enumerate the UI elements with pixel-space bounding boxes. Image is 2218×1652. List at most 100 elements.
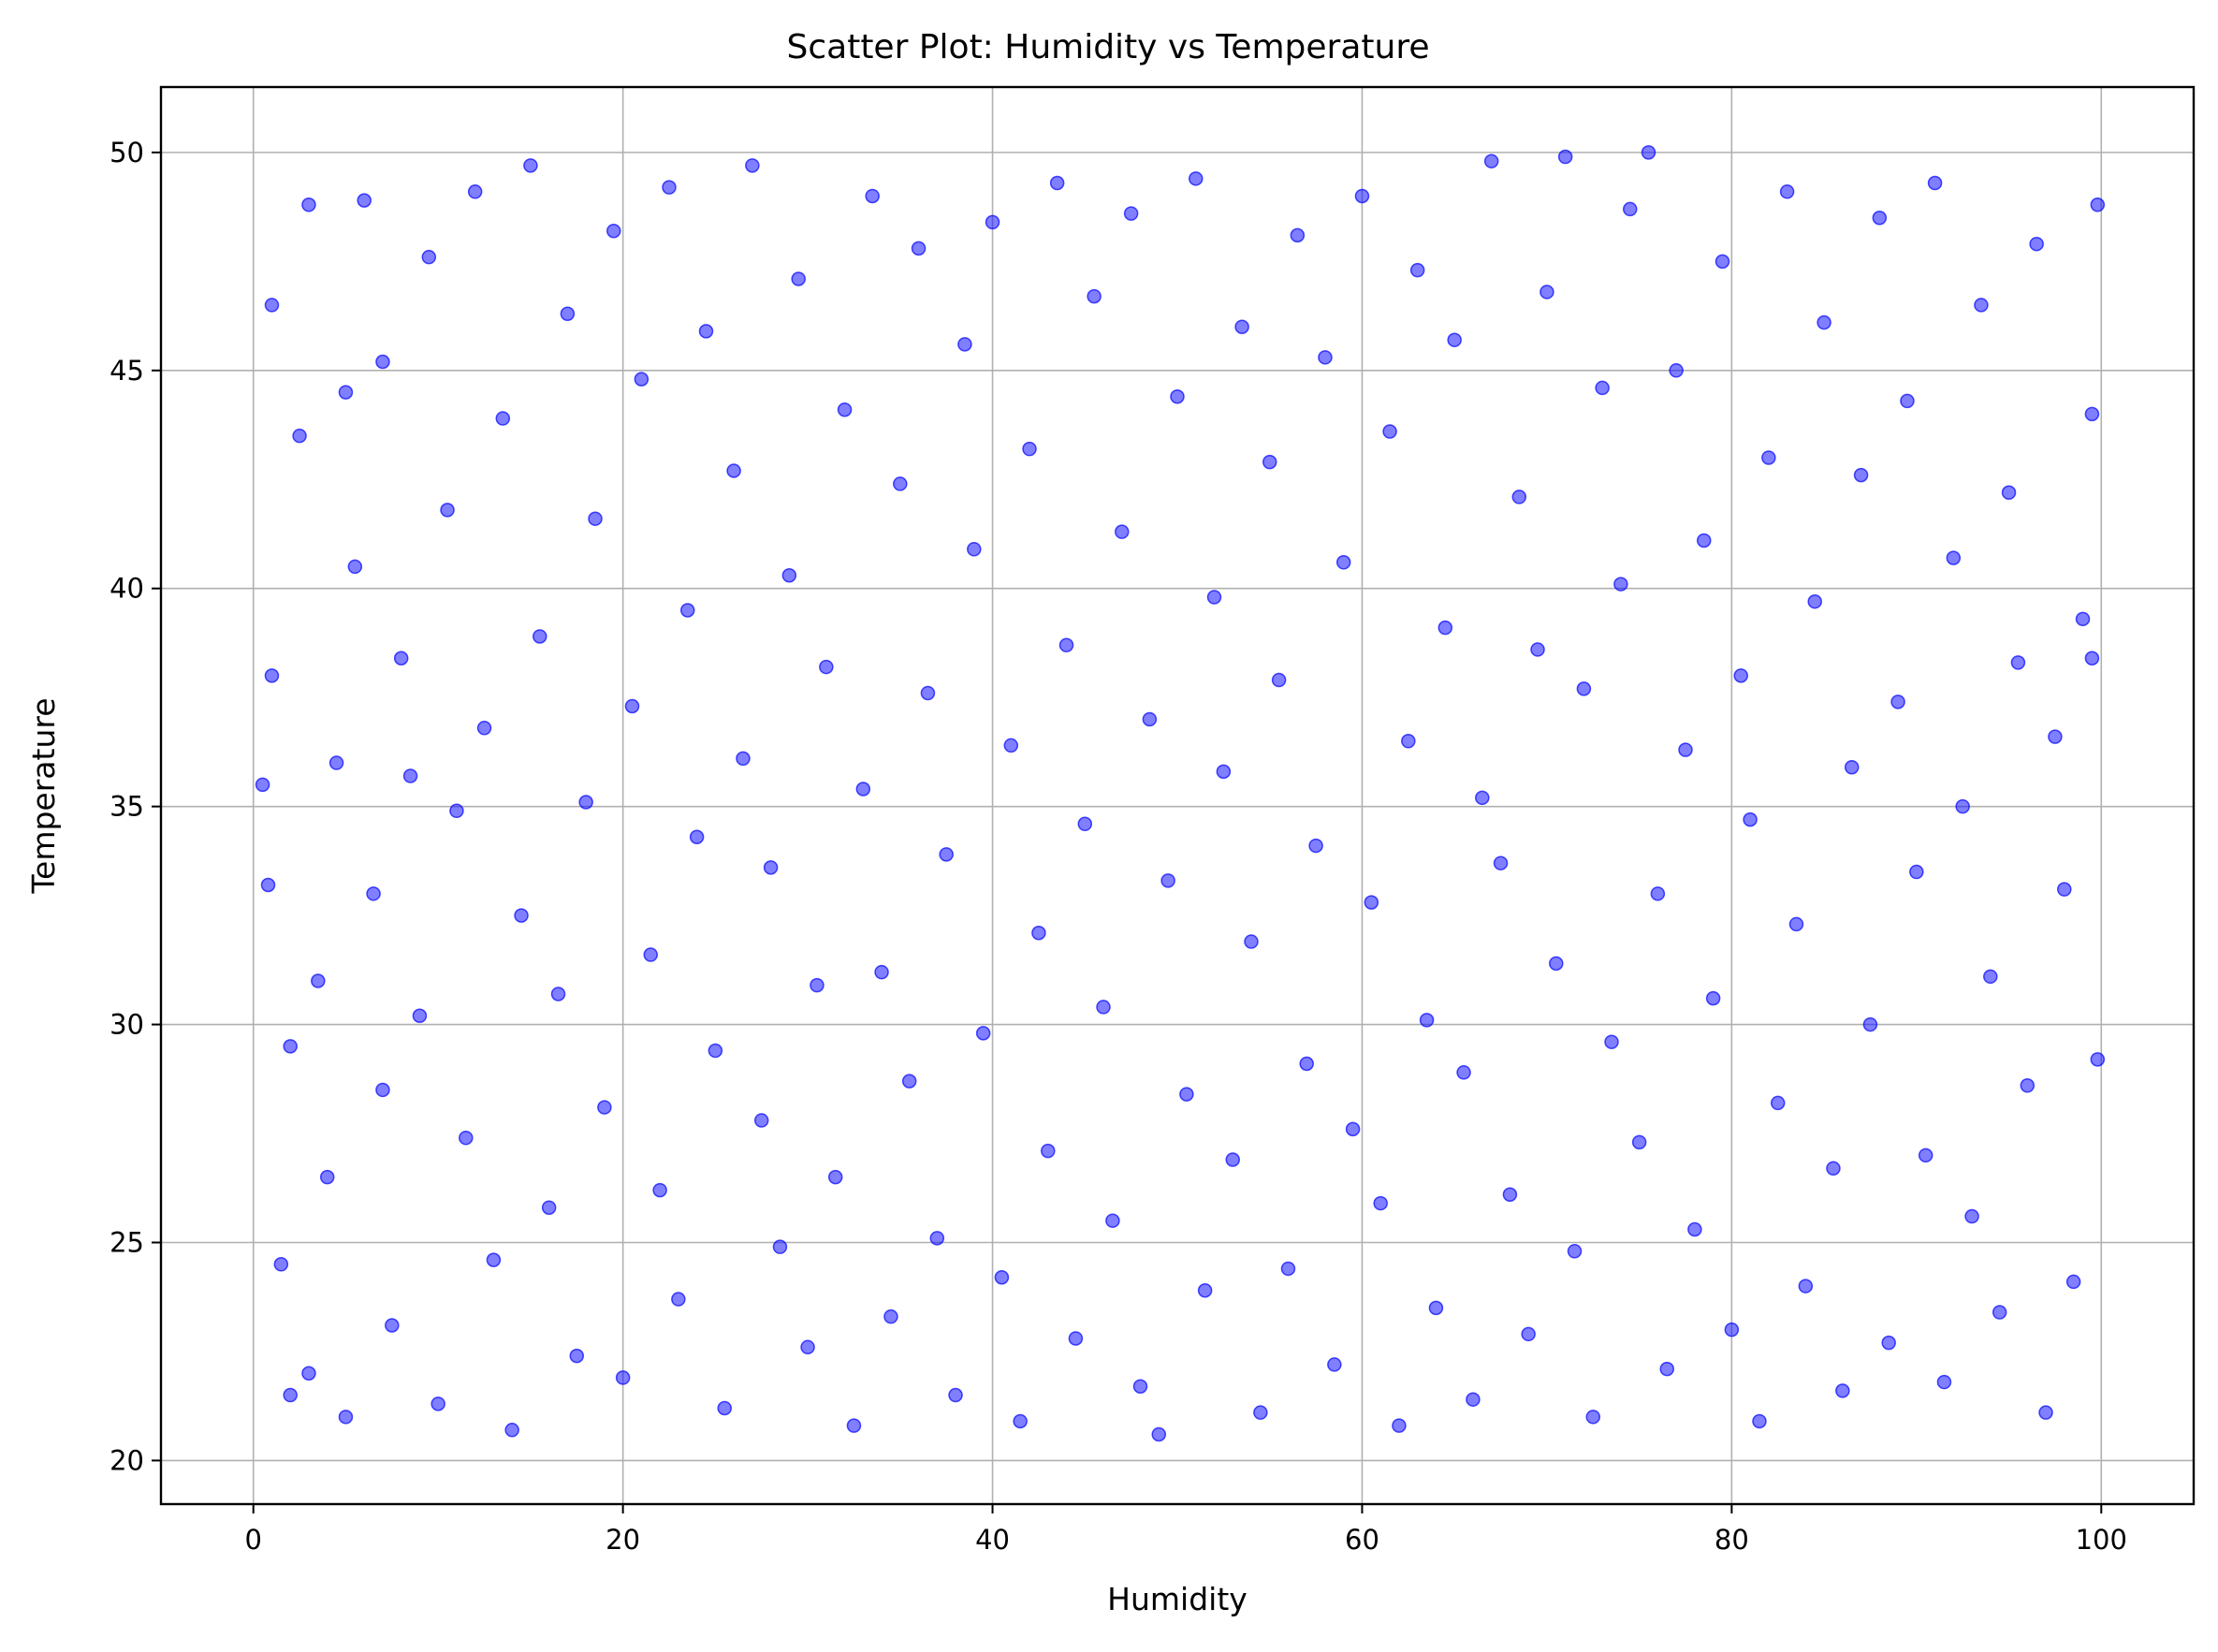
- y-axis-label: Temperature: [25, 697, 62, 894]
- data-point: [662, 180, 677, 195]
- data-point: [717, 1400, 732, 1416]
- y-tick-label: 45: [109, 355, 144, 387]
- data-point: [1280, 1261, 1296, 1277]
- data-point: [736, 751, 751, 767]
- data-point: [810, 977, 824, 993]
- data-point: [689, 829, 705, 845]
- data-point: [1392, 1418, 1407, 1433]
- data-point: [929, 1231, 945, 1246]
- data-point: [606, 223, 621, 239]
- data-point: [255, 777, 270, 793]
- data-point: [1132, 1379, 1148, 1394]
- data-point: [1955, 798, 1970, 814]
- data-point: [846, 1418, 862, 1433]
- data-point: [1244, 934, 1259, 949]
- data-point: [1115, 524, 1130, 539]
- data-point: [1613, 577, 1628, 592]
- data-point: [1466, 1392, 1481, 1407]
- data-point: [430, 1396, 445, 1411]
- data-point: [1511, 490, 1527, 504]
- data-point: [1290, 227, 1306, 243]
- data-point: [2090, 1052, 2106, 1067]
- data-point: [1733, 668, 1748, 683]
- data-point: [375, 354, 390, 370]
- data-point: [476, 721, 492, 736]
- data-point: [1696, 533, 1712, 548]
- data-point: [819, 659, 834, 675]
- x-tick-label: 40: [975, 1524, 1010, 1556]
- data-point: [366, 886, 381, 901]
- y-tick-label: 25: [109, 1226, 144, 1258]
- data-point: [883, 1308, 898, 1324]
- data-point: [957, 337, 972, 352]
- data-point: [679, 603, 695, 618]
- y-tick-label: 20: [109, 1444, 144, 1476]
- data-point: [486, 1252, 502, 1267]
- data-point: [1308, 838, 1323, 854]
- data-point: [1179, 1087, 1194, 1102]
- data-point: [1752, 1413, 1767, 1429]
- data-point: [311, 973, 326, 988]
- data-point: [541, 1200, 557, 1215]
- data-point: [1890, 694, 1905, 709]
- data-point: [514, 908, 529, 923]
- data-point: [1142, 711, 1158, 727]
- data-point: [597, 1100, 612, 1115]
- data-point: [939, 847, 954, 862]
- data-point: [1964, 1208, 1979, 1224]
- data-point: [1170, 389, 1185, 404]
- y-tick-label: 50: [109, 137, 144, 168]
- data-point: [1927, 175, 1943, 191]
- data-point: [763, 860, 779, 875]
- data-point: [827, 1169, 843, 1185]
- data-point: [301, 1366, 316, 1381]
- data-point: [1604, 1034, 1619, 1049]
- data-point: [1844, 759, 1860, 775]
- data-point: [1409, 262, 1425, 278]
- data-point: [260, 877, 276, 893]
- data-point: [615, 1370, 631, 1385]
- data-point: [1188, 171, 1204, 186]
- data-point: [1151, 1426, 1167, 1442]
- data-point: [2084, 651, 2100, 666]
- grid-lines: [161, 87, 2194, 1504]
- data-point: [1447, 332, 1462, 347]
- data-point: [550, 987, 566, 1001]
- data-point: [1807, 593, 1822, 609]
- data-point: [1428, 1300, 1444, 1316]
- data-point: [1743, 811, 1758, 827]
- data-point: [1003, 738, 1019, 753]
- data-point: [357, 193, 372, 208]
- data-point: [1483, 154, 1499, 168]
- data-point: [1669, 363, 1684, 378]
- data-point: [2057, 882, 2072, 897]
- data-point: [1770, 1095, 1786, 1111]
- data-point: [449, 803, 464, 819]
- data-point: [1549, 956, 1564, 972]
- data-point: [1853, 467, 1869, 483]
- data-point: [1225, 1152, 1240, 1167]
- y-tick-label: 40: [109, 573, 144, 605]
- data-point: [1401, 734, 1416, 749]
- data-point: [1318, 350, 1333, 365]
- data-point: [301, 197, 316, 212]
- data-point: [1271, 672, 1287, 688]
- data-point: [1206, 590, 1222, 605]
- data-point: [1022, 441, 1037, 457]
- data-point: [1354, 188, 1370, 204]
- data-point: [467, 184, 483, 199]
- x-tick-label: 0: [245, 1524, 262, 1556]
- data-point: [1826, 1161, 1841, 1177]
- data-point: [1650, 886, 1666, 901]
- data-point: [402, 768, 418, 783]
- data-point: [643, 947, 659, 962]
- data-point: [1041, 1143, 1056, 1159]
- data-point: [1678, 742, 1693, 757]
- data-point: [1345, 1121, 1361, 1137]
- data-point: [1659, 1361, 1675, 1377]
- data-point: [1105, 1213, 1120, 1228]
- chart-title: Scatter Plot: Humidity vs Temperature: [787, 28, 1430, 66]
- data-point: [753, 1113, 769, 1128]
- data-point: [1335, 555, 1351, 570]
- data-point: [578, 795, 593, 810]
